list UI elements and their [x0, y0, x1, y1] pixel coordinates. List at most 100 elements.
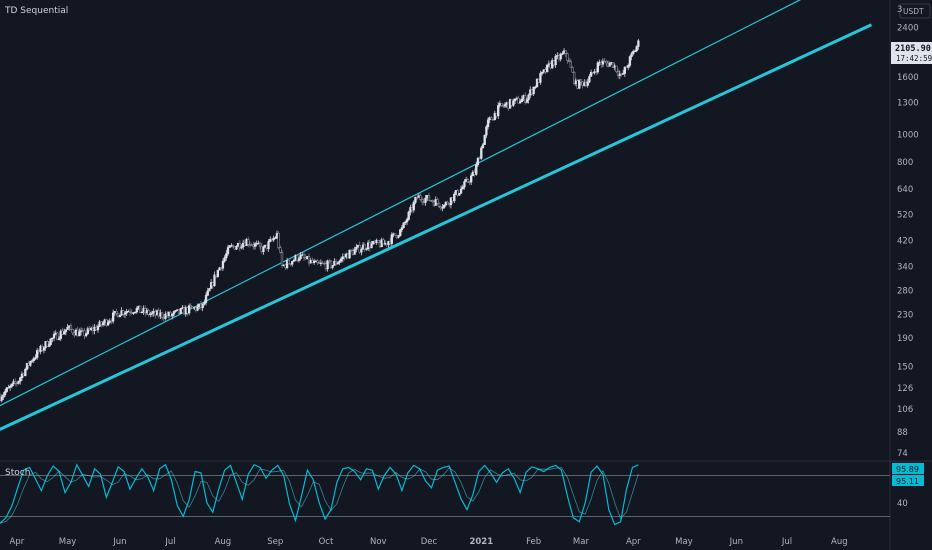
stoch-d-badge — [892, 475, 924, 486]
stoch-pane: 40 — [0, 463, 908, 526]
candle-body — [358, 244, 361, 253]
candle-body — [579, 79, 583, 83]
candle-body — [174, 310, 177, 312]
candle-body — [517, 97, 520, 104]
candle-body — [540, 71, 544, 74]
candle-body — [118, 314, 122, 318]
candle-body — [419, 195, 422, 200]
stoch-k-line — [0, 463, 639, 526]
candle-body — [394, 233, 397, 236]
candle-body — [458, 193, 461, 196]
y-tick-label: 190 — [897, 334, 913, 344]
candle-body — [365, 248, 368, 250]
stoch-k-badge — [892, 463, 924, 474]
candle-body — [630, 53, 633, 57]
candle-body — [258, 242, 262, 247]
candle-body — [341, 256, 344, 260]
candle-body — [71, 329, 74, 334]
candle-body — [292, 259, 296, 262]
y-tick-label: 340 — [897, 263, 913, 273]
candle-body — [485, 126, 488, 136]
candle-body — [486, 119, 490, 128]
candle-body — [407, 211, 410, 220]
candle-body — [204, 295, 208, 303]
candle-body — [578, 79, 581, 89]
x-tick-label: Nov — [370, 537, 387, 547]
y-tick-label: 2400 — [897, 23, 919, 33]
candle-body — [377, 239, 380, 244]
price-axis[interactable]: 74 88 106 126 150 190 230 280 340 420 520 640 800 100… — [897, 23, 919, 459]
candle-body — [149, 313, 152, 315]
candle-body — [228, 245, 231, 248]
time-axis[interactable]: Apr May Jun Jul Aug Sep Oct Nov Dec 2021 Feb Mar Apr… — [10, 537, 848, 547]
candle-body — [616, 71, 620, 76]
candle-body — [272, 238, 275, 241]
candle-body — [456, 190, 459, 196]
candle-body — [46, 341, 49, 347]
stoch-d-value: 95.11 — [896, 477, 919, 486]
candle-body — [78, 331, 81, 337]
y-tick-label: 1300 — [897, 98, 919, 108]
candle-body — [424, 197, 427, 203]
candle-body — [532, 86, 535, 95]
x-tick-label: Jun — [729, 537, 743, 547]
candles — [0, 38, 640, 403]
candle-body — [353, 249, 356, 255]
candle-body — [123, 312, 127, 315]
candle-body — [139, 305, 142, 313]
candle-body — [203, 302, 206, 305]
candle-body — [150, 312, 154, 315]
y-tick-label: 640 — [897, 185, 913, 195]
candle-body — [225, 253, 228, 259]
candle-body — [216, 269, 220, 277]
candle-body — [564, 50, 567, 55]
candle-body — [569, 61, 572, 68]
candle-body — [66, 327, 69, 330]
candle-body — [559, 54, 562, 60]
candle-body — [535, 79, 539, 88]
candle-body — [539, 73, 542, 83]
currency-badge[interactable]: USDT — [899, 3, 931, 19]
candle-body — [274, 237, 277, 239]
candle-body — [221, 261, 225, 269]
candle-body — [461, 186, 464, 190]
x-tick-label: Jul — [781, 537, 792, 547]
candle-body — [86, 328, 89, 334]
candle-body — [402, 222, 405, 228]
candle-body — [69, 325, 73, 330]
candle-body — [463, 181, 466, 188]
candle-body — [235, 246, 238, 250]
candle-body — [566, 53, 569, 61]
candle-body — [269, 239, 272, 242]
candle-body — [615, 65, 618, 72]
candle-body — [382, 239, 385, 245]
x-tick-label: 2021 — [469, 537, 493, 547]
candle-body — [466, 179, 469, 183]
candle-body — [285, 260, 289, 269]
candle-body — [534, 86, 537, 89]
candle-body — [632, 51, 635, 54]
candle-body — [443, 204, 446, 208]
candle-body — [19, 377, 22, 382]
candle-body — [596, 62, 599, 73]
candle-body — [172, 311, 176, 315]
candle-body — [497, 105, 500, 117]
x-tick-label: Feb — [526, 537, 541, 547]
candle-body — [405, 219, 409, 223]
candle-body — [633, 50, 637, 52]
x-tick-label: Dec — [421, 537, 438, 547]
candle-body — [476, 157, 480, 165]
candle-body — [302, 254, 306, 258]
candle-body — [436, 199, 439, 204]
candle-body — [627, 65, 630, 68]
candle-body — [441, 207, 444, 209]
candle-body — [449, 197, 453, 206]
candle-body — [525, 99, 529, 103]
stoch-title[interactable]: Stoch — [5, 468, 30, 478]
candle-body — [96, 326, 100, 331]
currency-badge-box — [899, 3, 931, 19]
chart-title[interactable]: TD Sequential — [4, 6, 68, 16]
candle-body — [187, 305, 191, 314]
